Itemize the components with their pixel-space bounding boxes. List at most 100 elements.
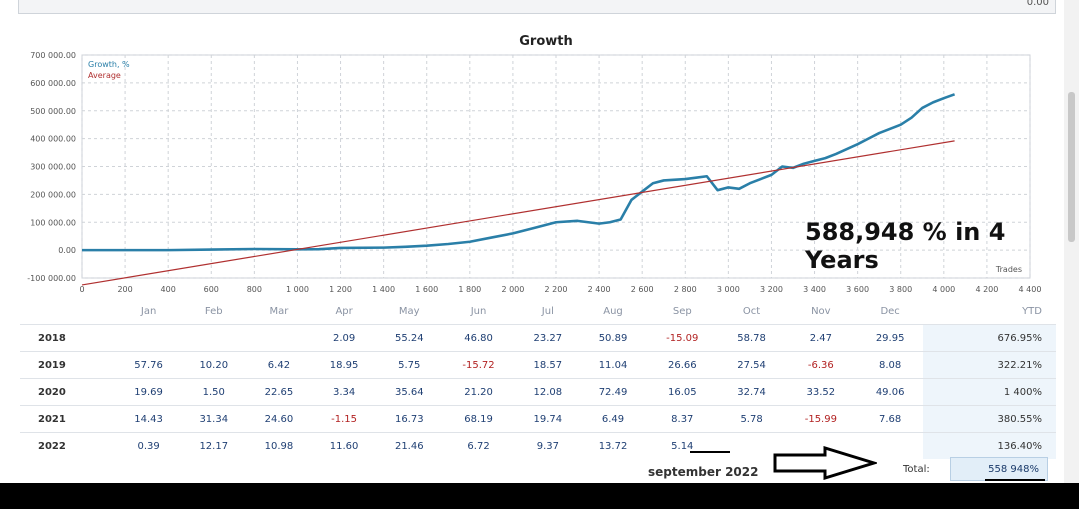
month-value-cell: 6.49 bbox=[601, 413, 625, 425]
table-row: 2021 14.43 31.34 24.60 -1.15 16.73 68.19 19.74 6… bbox=[20, 405, 1056, 433]
year-cell: 2020 bbox=[38, 386, 66, 398]
month-value-cell: 55.24 bbox=[394, 332, 424, 344]
month-value-cell: 27.54 bbox=[737, 359, 766, 371]
month-value-cell: 18.57 bbox=[533, 359, 563, 371]
total-label: Total: bbox=[903, 464, 930, 475]
table-row: 2022 0.39 12.17 10.98 11.60 21.46 6.72 9.37 13.7… bbox=[20, 432, 1056, 459]
y-tick-label: 200 000.00 bbox=[30, 190, 76, 199]
month-value-cell: -15.09 bbox=[666, 332, 699, 344]
month-value-cell: 9.37 bbox=[536, 440, 559, 452]
month-header: Jan bbox=[140, 305, 157, 317]
monthly-returns-table: Jan Feb Mar Apr May Jun Jul Aug Sep Oct Nov Dec YTD … bbox=[20, 298, 1056, 459]
x-tick-label: 800 bbox=[247, 285, 262, 294]
month-value-cell: -1.15 bbox=[331, 413, 358, 425]
scrollbar-thumb[interactable] bbox=[1068, 92, 1075, 242]
month-header: Feb bbox=[204, 305, 223, 317]
month-header: Mar bbox=[269, 305, 289, 317]
month-value-cell: -15.72 bbox=[462, 359, 495, 371]
x-tick-label: 2 600 bbox=[631, 285, 654, 294]
month-header: Jul bbox=[541, 305, 554, 317]
x-tick-label: 1 600 bbox=[415, 285, 438, 294]
month-value-cell: 23.27 bbox=[533, 332, 563, 344]
month-value-cell: 32.74 bbox=[737, 386, 766, 398]
y-tick-label: 500 000.00 bbox=[30, 107, 76, 116]
y-tick-label: 0.00 bbox=[58, 246, 76, 255]
month-value-cell: 10.98 bbox=[264, 440, 294, 452]
month-value-cell: 21.46 bbox=[394, 440, 424, 452]
month-value-cell: 19.74 bbox=[533, 413, 563, 425]
x-tick-label: 3 400 bbox=[803, 285, 826, 294]
year-cell: 2019 bbox=[38, 359, 66, 371]
x-tick-label: 400 bbox=[161, 285, 176, 294]
month-value-cell: 22.65 bbox=[264, 386, 294, 398]
month-value-cell: 3.34 bbox=[332, 386, 356, 398]
year-cell: 2018 bbox=[38, 332, 66, 344]
y-tick-label: 700 000.00 bbox=[30, 51, 76, 60]
x-tick-label: 1 000 bbox=[286, 285, 309, 294]
table-row: 2020 19.69 1.50 22.65 3.34 35.64 21.20 12.08 72.… bbox=[20, 378, 1056, 406]
month-header: Apr bbox=[335, 305, 353, 317]
x-tick-label: 4 200 bbox=[975, 285, 998, 294]
legend-entry: Growth, % bbox=[88, 60, 130, 69]
year-cell: 2021 bbox=[38, 413, 66, 425]
month-value-cell: 24.60 bbox=[264, 413, 294, 425]
month-value-cell: 16.73 bbox=[394, 413, 424, 425]
x-tick-label: 600 bbox=[204, 285, 219, 294]
table-row: 2018 2.09 55.24 46.80 23.27 50.89 -15.09 58.78 2… bbox=[20, 324, 1056, 352]
ytd-cell: 676.95% bbox=[922, 324, 1056, 352]
month-value-cell: 68.19 bbox=[464, 413, 493, 425]
month-value-cell: 31.34 bbox=[199, 413, 229, 425]
month-value-cell: -6.36 bbox=[807, 359, 834, 371]
month-value-cell bbox=[181, 325, 246, 352]
year-header bbox=[20, 298, 116, 325]
total-value: 558 948% bbox=[988, 464, 1039, 475]
month-value-cell: 11.04 bbox=[598, 359, 628, 371]
x-tick-label: 2 000 bbox=[501, 285, 524, 294]
month-header: May bbox=[398, 305, 420, 317]
month-value-cell: 12.17 bbox=[199, 440, 229, 452]
y-tick-label: 300 000.00 bbox=[30, 163, 76, 172]
y-tick-label: 400 000.00 bbox=[30, 135, 76, 144]
top-value: 0.00 bbox=[1026, 0, 1049, 8]
month-value-cell: 14.43 bbox=[134, 413, 163, 425]
total-box: 558 948% bbox=[950, 457, 1048, 481]
month-value-cell: 13.72 bbox=[598, 440, 628, 452]
month-value-cell: 35.64 bbox=[394, 386, 424, 398]
x-tick-label: 1 800 bbox=[458, 285, 481, 294]
x-tick-label: 3 200 bbox=[760, 285, 783, 294]
month-value-cell: 72.49 bbox=[598, 386, 628, 398]
y-tick-label: -100 000.00 bbox=[27, 274, 76, 283]
x-tick-label: 4 000 bbox=[932, 285, 955, 294]
ytd-cell: 1 400% bbox=[922, 378, 1056, 406]
bottom-bar bbox=[0, 483, 1079, 509]
x-tick-label: 1 400 bbox=[372, 285, 395, 294]
month-value-cell: 2.47 bbox=[809, 332, 832, 344]
month-value-cell: 1.50 bbox=[202, 386, 225, 398]
table-header-row: Jan Feb Mar Apr May Jun Jul Aug Sep Oct Nov Dec YTD bbox=[20, 298, 1056, 325]
month-value-cell: 46.80 bbox=[464, 332, 493, 344]
month-value-cell bbox=[116, 325, 181, 352]
month-value-cell: 16.05 bbox=[667, 386, 697, 398]
month-value-cell: 21.20 bbox=[464, 386, 493, 398]
series-line-average bbox=[81, 140, 955, 286]
month-value-cell: 0.39 bbox=[137, 440, 160, 452]
series-line-growth bbox=[82, 93, 956, 252]
month-value-cell: 50.89 bbox=[598, 332, 628, 344]
month-value-cell: 5.75 bbox=[398, 359, 421, 371]
month-header: Dec bbox=[880, 305, 900, 317]
month-value-cell: 18.95 bbox=[329, 359, 359, 371]
year-cell: 2022 bbox=[38, 440, 66, 452]
month-header: Sep bbox=[672, 305, 692, 317]
month-value-cell: 6.42 bbox=[267, 359, 291, 371]
month-header: Jun bbox=[470, 305, 487, 317]
growth-chart: Growth -100 000.00 0.00 100 000.00 200 000.0… bbox=[27, 34, 1042, 294]
month-value-cell: 26.66 bbox=[667, 359, 697, 371]
month-value-cell: 49.06 bbox=[875, 386, 905, 398]
table-row: 2019 57.76 10.20 6.42 18.95 5.75 -15.72 18.57 11… bbox=[20, 351, 1056, 379]
month-value-cell: -15.99 bbox=[804, 413, 837, 425]
x-tick-label: 200 bbox=[117, 285, 132, 294]
x-tick-label: 4 400 bbox=[1019, 285, 1042, 294]
x-axis-label: Trades bbox=[995, 265, 1022, 274]
month-value-cell: 29.95 bbox=[875, 332, 905, 344]
x-tick-label: 1 200 bbox=[329, 285, 352, 294]
